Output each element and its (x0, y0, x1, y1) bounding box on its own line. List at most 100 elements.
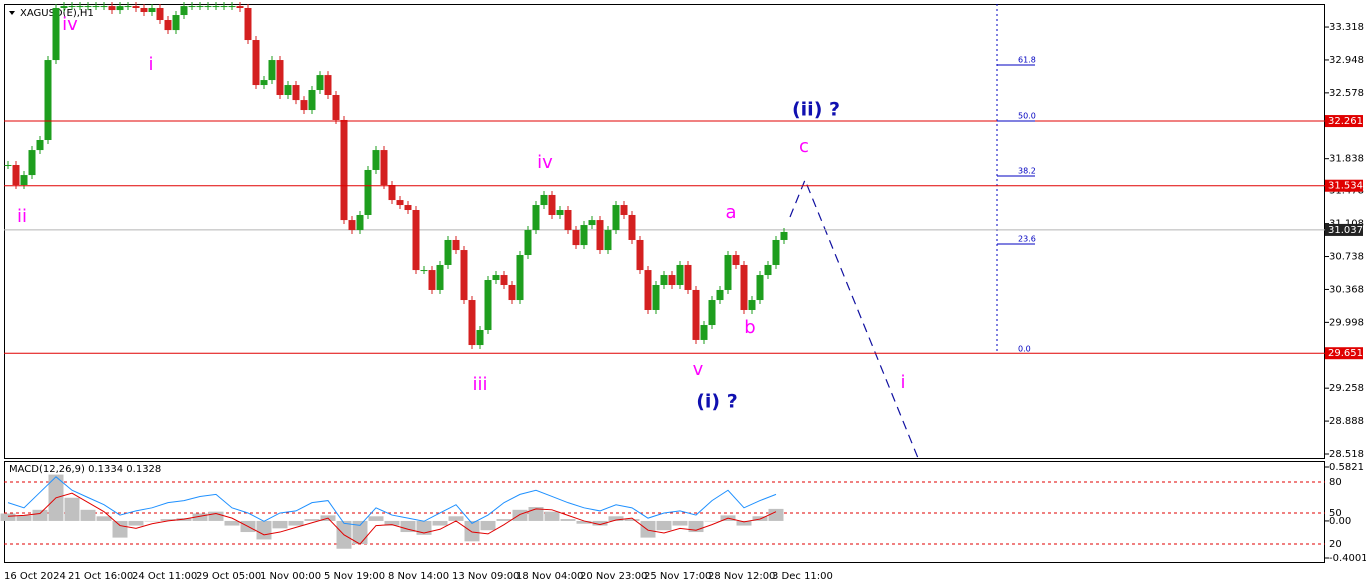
y2-tick-label: 20 (1329, 539, 1342, 550)
y-tick-label: 0.00 (1329, 516, 1351, 527)
fib-label: 23.6 (1018, 235, 1036, 244)
x-tick-label: 24 Oct 11:00 (132, 571, 197, 582)
y-tick-label: 33.318 (1329, 22, 1364, 33)
wave-label: ii (17, 206, 27, 227)
level-label: 29.651 (1328, 348, 1363, 359)
x-tick-label: 25 Nov 17:00 (644, 571, 711, 582)
y-tick-label: 28.888 (1329, 416, 1364, 427)
x-tick-label: 21 Oct 16:00 (68, 571, 133, 582)
histogram-bar (144, 520, 160, 522)
y-tick-label: 30.368 (1329, 284, 1364, 295)
y-tick-label: 29.258 (1329, 383, 1364, 394)
y-tick-label: -0.4001 (1329, 553, 1366, 564)
main-panel (4, 4, 1325, 459)
wave-label: iv (62, 14, 78, 35)
histogram-bar (704, 520, 720, 522)
x-tick-label: 8 Nov 14:00 (388, 571, 449, 582)
fib-label: 50.0 (1018, 112, 1036, 121)
y-tick-label: 32.578 (1329, 88, 1364, 99)
y-tick-label: 32.948 (1329, 55, 1364, 66)
histogram-bar (608, 516, 624, 521)
x-tick-label: 3 Dec 11:00 (772, 571, 833, 582)
histogram-bar (656, 520, 672, 531)
x-tick-label: 20 Nov 23:00 (580, 571, 647, 582)
wave-label: (i) ? (696, 391, 738, 413)
symbol-arrow (9, 11, 15, 15)
histogram-bar (544, 511, 560, 521)
y-tick-label: 29.998 (1329, 317, 1364, 328)
x-tick-label: 28 Nov 12:00 (708, 571, 775, 582)
current-label-bg (1325, 223, 1363, 236)
histogram-bar (16, 515, 32, 521)
histogram-bar (672, 520, 688, 526)
y-tick-label: 0.5821 (1329, 462, 1364, 473)
histogram-bar (352, 520, 368, 545)
histogram-bar (368, 516, 384, 521)
histogram-bar (160, 519, 176, 521)
wave-label: iii (472, 374, 487, 395)
level-label: 32.261 (1328, 116, 1363, 127)
histogram-bar (736, 520, 752, 526)
fib-label: 38.2 (1018, 167, 1036, 176)
histogram-bar (464, 520, 480, 542)
histogram-bar (432, 520, 448, 526)
histogram-bar (688, 520, 704, 533)
histogram-bar (96, 516, 112, 521)
wave-label: iv (537, 152, 553, 173)
histogram-bar (32, 509, 48, 521)
histogram-bar (560, 519, 576, 521)
wave-label: i (148, 54, 153, 75)
histogram-bar (304, 519, 320, 521)
y2-tick-label: 50 (1329, 508, 1342, 519)
histogram-bar (64, 497, 80, 521)
y-tick-label: 31.838 (1329, 154, 1364, 165)
histogram-bar (112, 520, 128, 538)
histogram-bar (480, 520, 496, 531)
histogram-bar (128, 520, 144, 526)
y-tick-label: 30.738 (1329, 252, 1364, 263)
wave-label: i (900, 372, 905, 393)
histogram-bar (0, 513, 16, 521)
y2-tick-label: 80 (1329, 477, 1342, 488)
x-tick-label: 1 Nov 00:00 (260, 571, 321, 582)
level-label-bg (1325, 115, 1363, 128)
histogram-bar (576, 520, 592, 524)
x-tick-label: 29 Oct 05:00 (196, 571, 261, 582)
x-tick-label: 16 Oct 2024 (4, 571, 66, 582)
macd-title: MACD(12,26,9) 0.1334 0.1328 (9, 464, 161, 475)
wave-label: a (725, 202, 736, 223)
histogram-bar (640, 520, 656, 538)
histogram-bar (192, 513, 208, 521)
histogram-bar (208, 511, 224, 521)
histogram-bar (448, 516, 464, 521)
histogram-bar (768, 508, 784, 521)
histogram-bar (512, 509, 528, 521)
histogram-bar (592, 520, 608, 526)
current-label: 31.037 (1328, 225, 1363, 236)
histogram-bar (624, 519, 640, 521)
x-tick-label: 13 Nov 09:00 (452, 571, 519, 582)
histogram-bar (400, 520, 416, 533)
histogram-bar (224, 520, 240, 526)
histogram-bar (272, 520, 288, 529)
fib-label: 0.0 (1018, 345, 1031, 354)
oscillator-line (7, 476, 777, 526)
wave-label: c (799, 136, 809, 157)
histogram-bar (416, 520, 432, 535)
histogram-bar (288, 520, 304, 526)
histogram-bar (496, 519, 512, 521)
wave-label: v (693, 359, 704, 380)
level-label: 31.534 (1328, 181, 1363, 192)
histogram-bar (256, 520, 272, 540)
histogram-bar (80, 509, 96, 521)
wave-label: (ii) ? (792, 99, 840, 121)
wave-label: b (744, 317, 755, 338)
fib-label: 61.8 (1018, 56, 1036, 65)
signal-line (7, 492, 777, 545)
level-label-bg (1325, 347, 1363, 360)
x-tick-label: 18 Nov 04:00 (516, 571, 583, 582)
macd-panel (4, 461, 1325, 563)
level-label-bg (1325, 179, 1363, 192)
